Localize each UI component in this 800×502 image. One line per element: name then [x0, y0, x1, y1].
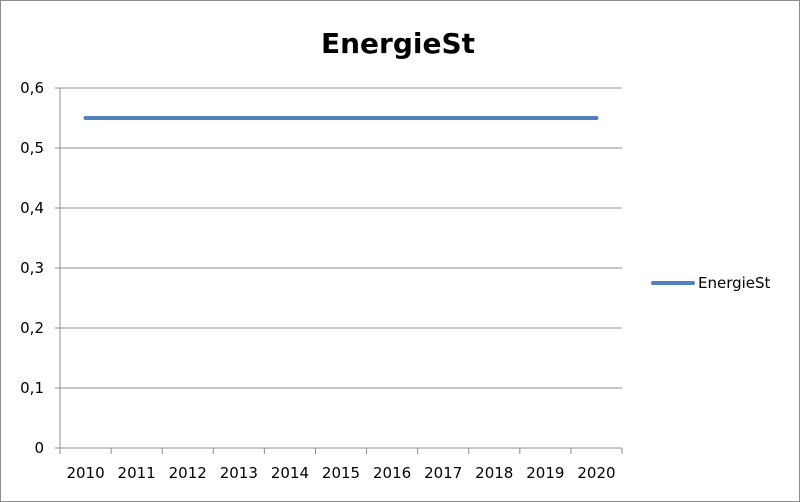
- y-tick-labels: 0 0,1 0,2 0,3 0,4 0,5 0,6: [20, 79, 44, 457]
- x-tick-label: 2019: [526, 464, 564, 482]
- x-tick-label: 2017: [424, 464, 462, 482]
- legend: EnergieSt: [651, 274, 771, 292]
- x-tick-label: 2010: [66, 464, 104, 482]
- x-tick-label: 2016: [373, 464, 411, 482]
- x-tick-label: 2018: [475, 464, 513, 482]
- x-tick-label: 2014: [271, 464, 309, 482]
- y-tick-label: 0,5: [20, 139, 44, 157]
- x-tick-labels: 2010 2011 2012 2013 2014 2015 2016 2017 2018 2019…: [66, 464, 615, 482]
- x-tick-label: 2012: [169, 464, 207, 482]
- x-tick-label: 2020: [577, 464, 615, 482]
- x-tick-label: 2013: [220, 464, 258, 482]
- x-tick-label: 2011: [118, 464, 156, 482]
- x-tick-label: 2015: [322, 464, 360, 482]
- y-tick-label: 0,6: [20, 79, 44, 97]
- legend-label: EnergieSt: [698, 274, 771, 292]
- y-tick-label: 0,3: [20, 259, 44, 277]
- axes: [55, 87, 623, 454]
- gridlines: [60, 87, 622, 389]
- y-tick-label: 0,2: [20, 319, 44, 337]
- y-tick-label: 0,1: [20, 379, 44, 397]
- y-tick-label: 0: [34, 439, 44, 457]
- chart-title: EnergieSt: [321, 27, 475, 60]
- y-tick-label: 0,4: [20, 199, 44, 217]
